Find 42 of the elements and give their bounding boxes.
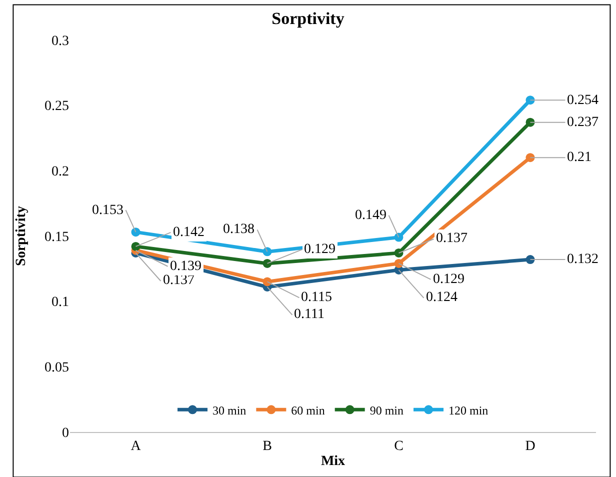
point (526, 118, 535, 127)
x-tick-label: B (262, 438, 272, 454)
point (394, 248, 404, 258)
legend-label: 90 min (370, 403, 404, 418)
point (262, 247, 272, 256)
data-label: 0.129 (433, 272, 464, 287)
point (526, 255, 535, 264)
y-tick-label: 0.3 (52, 34, 69, 49)
legend-label: 30 min (212, 403, 246, 418)
y-axis-title: Sorptivity (14, 206, 30, 266)
x-tick-label: D (525, 438, 536, 454)
y-tick-label: 0.1 (52, 295, 69, 310)
data-label: 0.21 (567, 150, 592, 165)
y-tick-label: 0.25 (44, 99, 69, 114)
y-tick-label: 0.2 (52, 164, 69, 180)
data-label: 0.153 (92, 203, 124, 218)
data-label: 0.129 (304, 242, 336, 257)
data-label: 0.132 (567, 252, 598, 267)
data-label: 0.138 (223, 222, 254, 237)
x-tick-label: A (130, 438, 142, 454)
legend-label: 60 min (291, 403, 325, 418)
y-tick-label: 0.15 (44, 230, 69, 245)
data-label: 0.137 (436, 231, 468, 246)
data-label: 0.124 (426, 290, 458, 305)
point (394, 232, 404, 242)
data-label: 0.111 (294, 307, 324, 322)
data-label: 0.115 (301, 290, 332, 305)
data-label: 0.254 (567, 93, 598, 108)
x-axis-title: Mix (320, 454, 346, 470)
point (131, 228, 140, 237)
x-tick-label: C (394, 438, 404, 454)
data-label: 0.237 (567, 115, 598, 130)
point (526, 96, 535, 105)
data-label: 0.149 (355, 208, 386, 223)
point (394, 258, 404, 268)
data-label: 0.139 (170, 259, 202, 274)
point (526, 153, 535, 162)
data-label: 0.142 (173, 225, 204, 240)
chart-title: Sorptivity (272, 8, 345, 28)
legend-label: 120 min (448, 403, 488, 418)
y-tick-label: 0 (62, 426, 69, 441)
y-tick-label: 0.05 (44, 360, 69, 376)
